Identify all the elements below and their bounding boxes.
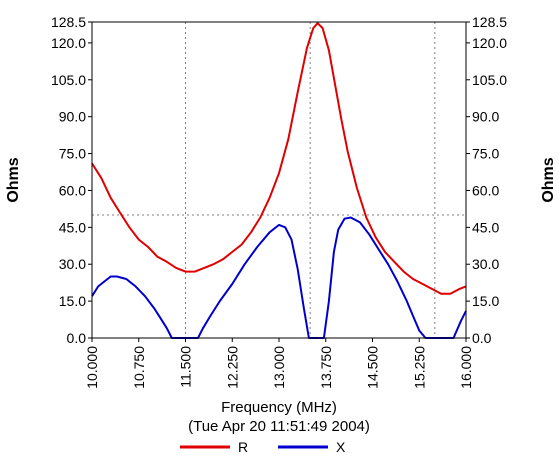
plot-frame: [91, 21, 467, 339]
legend-label-X: X: [336, 439, 346, 455]
y-tick-label-right: 60.0: [472, 182, 499, 198]
y-tick-label-right: 45.0: [472, 219, 499, 235]
x-tick-label: 10.750: [131, 346, 147, 389]
y-tick-label-right: 30.0: [472, 256, 499, 272]
x-tick-label: 12.250: [224, 346, 240, 389]
series-lines: [91, 22, 467, 339]
y-tick-label-right: 90.0: [472, 109, 499, 125]
y-tick-label-left: 45.0: [59, 219, 86, 235]
x-tick-label: 10.000: [84, 346, 100, 389]
grid-lines: [92, 22, 466, 338]
y-tick-label-right: 15.0: [472, 293, 499, 309]
y-tick-label-left: 90.0: [59, 109, 86, 125]
y-tick-label-left: 0.0: [67, 330, 87, 346]
chart-subtitle: (Tue Apr 20 11:51:49 2004): [188, 418, 370, 435]
series-line-R: [91, 22, 467, 295]
x-tick-label: 16.000: [458, 346, 474, 389]
x-axis-title: Frequency (MHz): [221, 399, 337, 416]
y-tick-label-left: 128.5: [51, 14, 86, 30]
y-tick-label-right: 128.5: [472, 14, 507, 30]
y-tick-label-left: 60.0: [59, 182, 86, 198]
x-tick-label: 14.500: [365, 346, 381, 389]
y-tick-label-left: 120.0: [51, 35, 86, 51]
y-tick-label-left: 75.0: [59, 146, 86, 162]
series-line-X: [91, 216, 467, 339]
x-tick-label: 13.750: [318, 346, 334, 389]
y-axis-title-left: Ohms: [5, 157, 22, 202]
y-tick-label-right: 105.0: [472, 72, 507, 88]
y-axis-title-right: Ohms: [540, 157, 557, 202]
y-tick-label-left: 30.0: [59, 256, 86, 272]
x-tick-label: 15.250: [411, 346, 427, 389]
axis-ticks: 0.0 0.0 15.0 15.0 30.0 30.0 45.0 45.0 60.0 60.0 75…: [51, 14, 507, 389]
y-tick-label-left: 105.0: [51, 72, 86, 88]
y-tick-label-right: 75.0: [472, 146, 499, 162]
x-tick-label: 13.000: [271, 346, 287, 389]
y-tick-label-left: 15.0: [59, 293, 86, 309]
x-tick-label: 11.500: [178, 346, 194, 388]
y-tick-label-right: 0.0: [472, 330, 492, 346]
y-tick-label-right: 120.0: [472, 35, 507, 51]
legend-label-R: R: [238, 439, 248, 455]
